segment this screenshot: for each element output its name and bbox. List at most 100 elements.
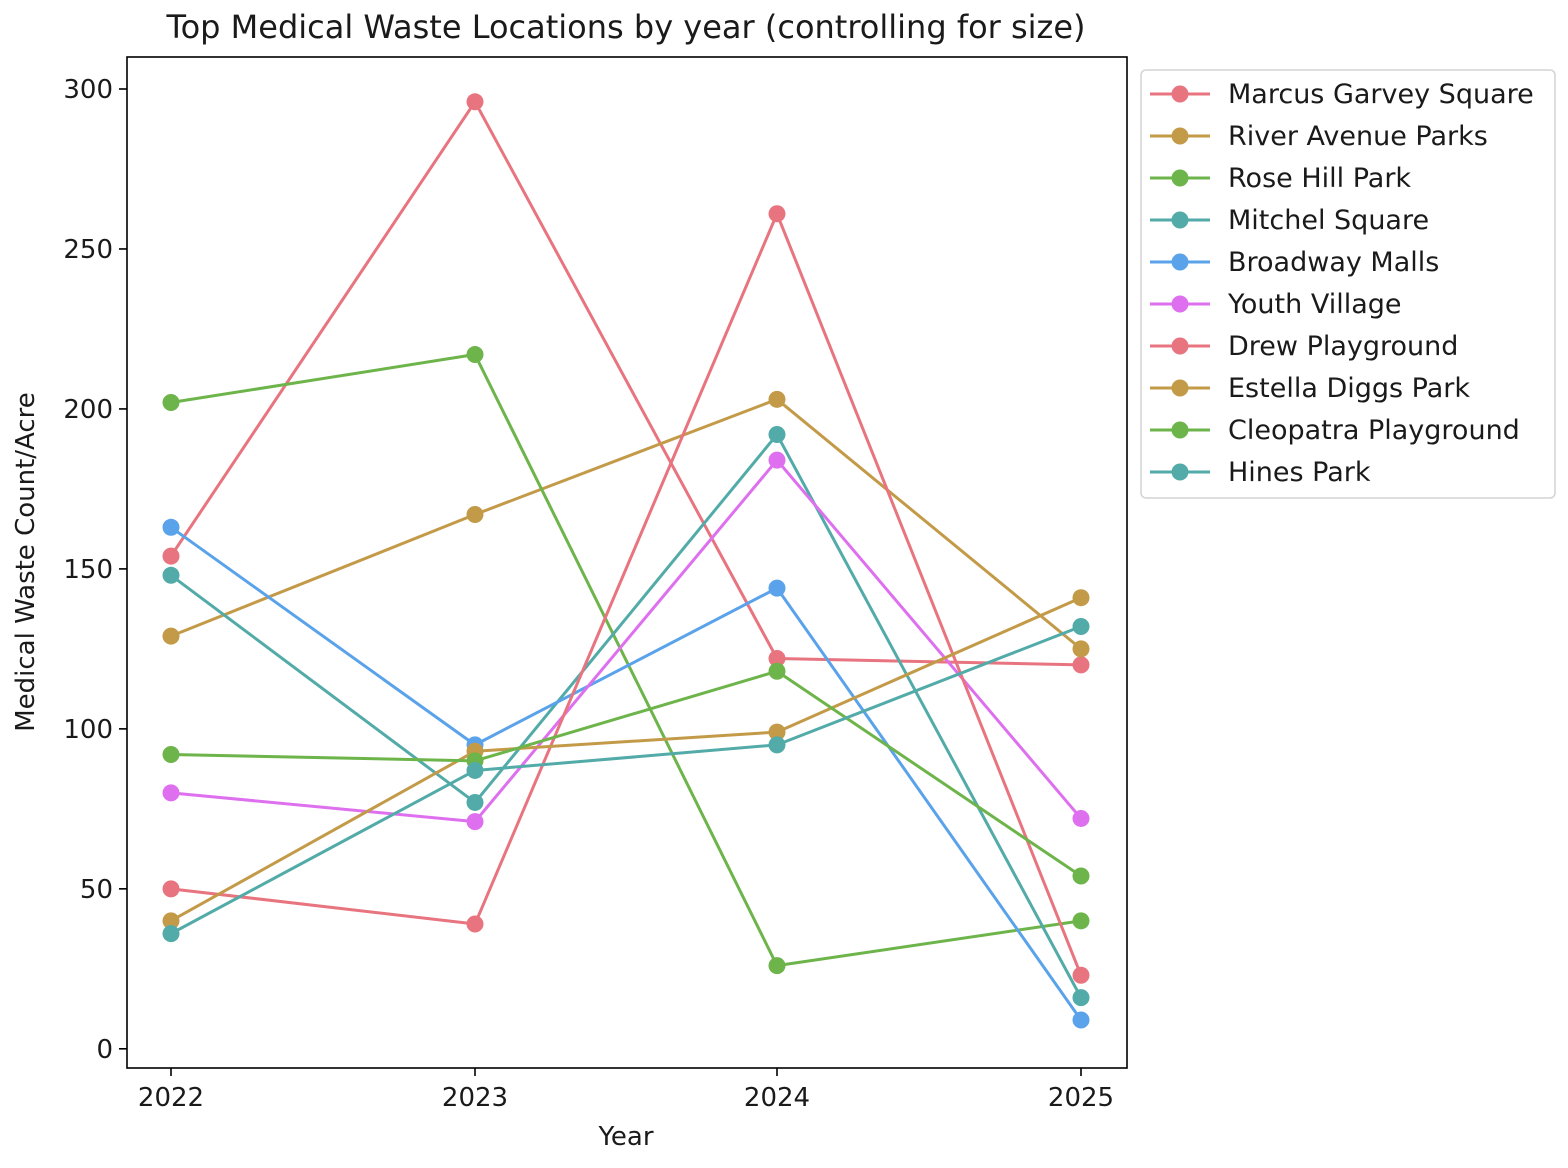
data-point-cleopatra-playground-2024 [768,662,786,680]
data-point-mitchel-square-2024 [768,426,786,444]
y-tick-label: 0 [96,1035,113,1065]
legend-marker [1171,379,1189,397]
data-point-cleopatra-playground-2025 [1072,867,1090,885]
data-point-rose-hill-park-2022 [162,394,180,412]
legend-marker [1171,253,1189,271]
series-marcus-garvey-square [162,93,1090,674]
series-mitchel-square [162,426,1090,1007]
legend-label: River Avenue Parks [1228,121,1488,152]
legend-marker [1171,463,1189,481]
data-point-hines-park-2022 [162,925,180,943]
data-point-youth-village-2022 [162,784,180,802]
legend-item-marcus-garvey-square: Marcus Garvey Square [1150,79,1534,110]
x-tick-label: 2024 [744,1083,810,1113]
legend-marker [1171,85,1189,103]
legend-item-drew-playground: Drew Playground [1150,331,1458,362]
data-point-estella-diggs-park-2022 [162,912,180,930]
series-estella-diggs-park [162,589,1090,930]
legend-item-estella-diggs-park: Estella Diggs Park [1150,373,1470,404]
y-tick-label: 300 [63,75,113,105]
data-point-marcus-garvey-square-2024 [768,649,786,667]
x-tick-label: 2022 [138,1083,204,1113]
data-point-marcus-garvey-square-2023 [466,93,484,111]
data-point-broadway-malls-2022 [162,518,180,536]
y-axis: 0 50 100 150 200 250 300 [63,75,127,1065]
series-line-hines-park [170,625,1082,935]
plot-frame [126,56,1128,1069]
legend-label: Hines Park [1228,457,1371,488]
legend-label: Mitchel Square [1228,205,1429,236]
data-point-mitchel-square-2025 [1072,989,1090,1007]
data-point-river-avenue-parks-2023 [466,506,484,524]
data-point-marcus-garvey-square-2022 [162,547,180,565]
y-tick-label: 150 [63,555,113,585]
data-point-river-avenue-parks-2024 [768,390,786,408]
data-point-river-avenue-parks-2025 [1072,640,1090,658]
series-line-cleopatra-playground [170,669,1082,878]
x-tick-label: 2025 [1048,1083,1114,1113]
data-point-youth-village-2025 [1072,809,1090,827]
legend-marker [1171,421,1189,439]
chart-title: Top Medical Waste Locations by year (con… [165,8,1085,46]
series-line-youth-village [170,458,1083,824]
legend-marker [1171,211,1189,229]
legend-label: Broadway Malls [1228,247,1439,278]
legend-label: Marcus Garvey Square [1228,79,1534,110]
x-axis: 2022 2023 2024 2025 [138,1068,1114,1113]
legend-item-hines-park: Hines Park [1150,457,1371,488]
y-tick-label: 250 [63,235,113,265]
data-point-estella-diggs-park-2024 [768,723,786,741]
data-point-rose-hill-park-2024 [768,957,786,975]
series-drew-playground [162,205,1090,984]
data-point-marcus-garvey-square-2025 [1072,656,1090,674]
data-point-hines-park-2023 [466,761,484,779]
legend-item-rose-hill-park: Rose Hill Park [1150,163,1411,194]
data-point-rose-hill-park-2025 [1072,912,1090,930]
x-axis-title: Year [597,1122,653,1152]
y-axis-title: Medical Waste Count/Acre [11,392,41,732]
y-tick-label: 50 [80,875,113,905]
series-line-river-avenue-parks [170,397,1082,651]
legend-marker [1171,127,1189,145]
data-point-mitchel-square-2023 [466,793,484,811]
data-point-mitchel-square-2022 [162,566,180,584]
legend-label: Youth Village [1227,289,1402,320]
series-youth-village [162,451,1090,831]
x-tick-label: 2023 [442,1083,508,1113]
legend-marker [1171,169,1189,187]
series-line-broadway-malls [170,526,1083,1021]
data-point-cleopatra-playground-2022 [162,745,180,763]
data-point-estella-diggs-park-2025 [1072,589,1090,607]
data-point-river-avenue-parks-2022 [162,627,180,645]
legend-item-river-avenue-parks: River Avenue Parks [1150,121,1488,152]
y-tick-label: 100 [63,715,113,745]
data-point-youth-village-2024 [768,451,786,469]
legend-label: Estella Diggs Park [1228,373,1470,404]
series-rose-hill-park [162,346,1090,975]
series-hines-park [162,617,1090,943]
legend-marker [1171,295,1189,313]
data-point-drew-playground-2022 [162,880,180,898]
legend-box [1140,69,1556,499]
legend-item-mitchel-square: Mitchel Square [1150,205,1429,236]
legend-label: Cleopatra Playground [1228,415,1520,446]
series-line-marcus-garvey-square [169,100,1082,667]
series-line-rose-hill-park [170,353,1082,968]
data-point-youth-village-2023 [466,813,484,831]
legend-label: Drew Playground [1228,331,1458,362]
legend: Marcus Garvey Square River Avenue Parks Ro… [1140,69,1556,499]
series-line-drew-playground [170,212,1083,976]
data-point-hines-park-2024 [768,736,786,754]
legend-item-broadway-malls: Broadway Malls [1150,247,1439,278]
data-point-broadway-malls-2025 [1072,1011,1090,1029]
series-line-estella-diggs-park [170,596,1082,923]
data-point-hines-park-2025 [1072,617,1090,635]
plot-series [162,93,1090,1029]
series-broadway-malls [162,518,1090,1029]
legend-marker [1171,337,1189,355]
data-point-drew-playground-2023 [466,915,484,933]
legend-item-cleopatra-playground: Cleopatra Playground [1150,415,1520,446]
data-point-drew-playground-2025 [1072,966,1090,984]
data-point-drew-playground-2024 [768,205,786,223]
